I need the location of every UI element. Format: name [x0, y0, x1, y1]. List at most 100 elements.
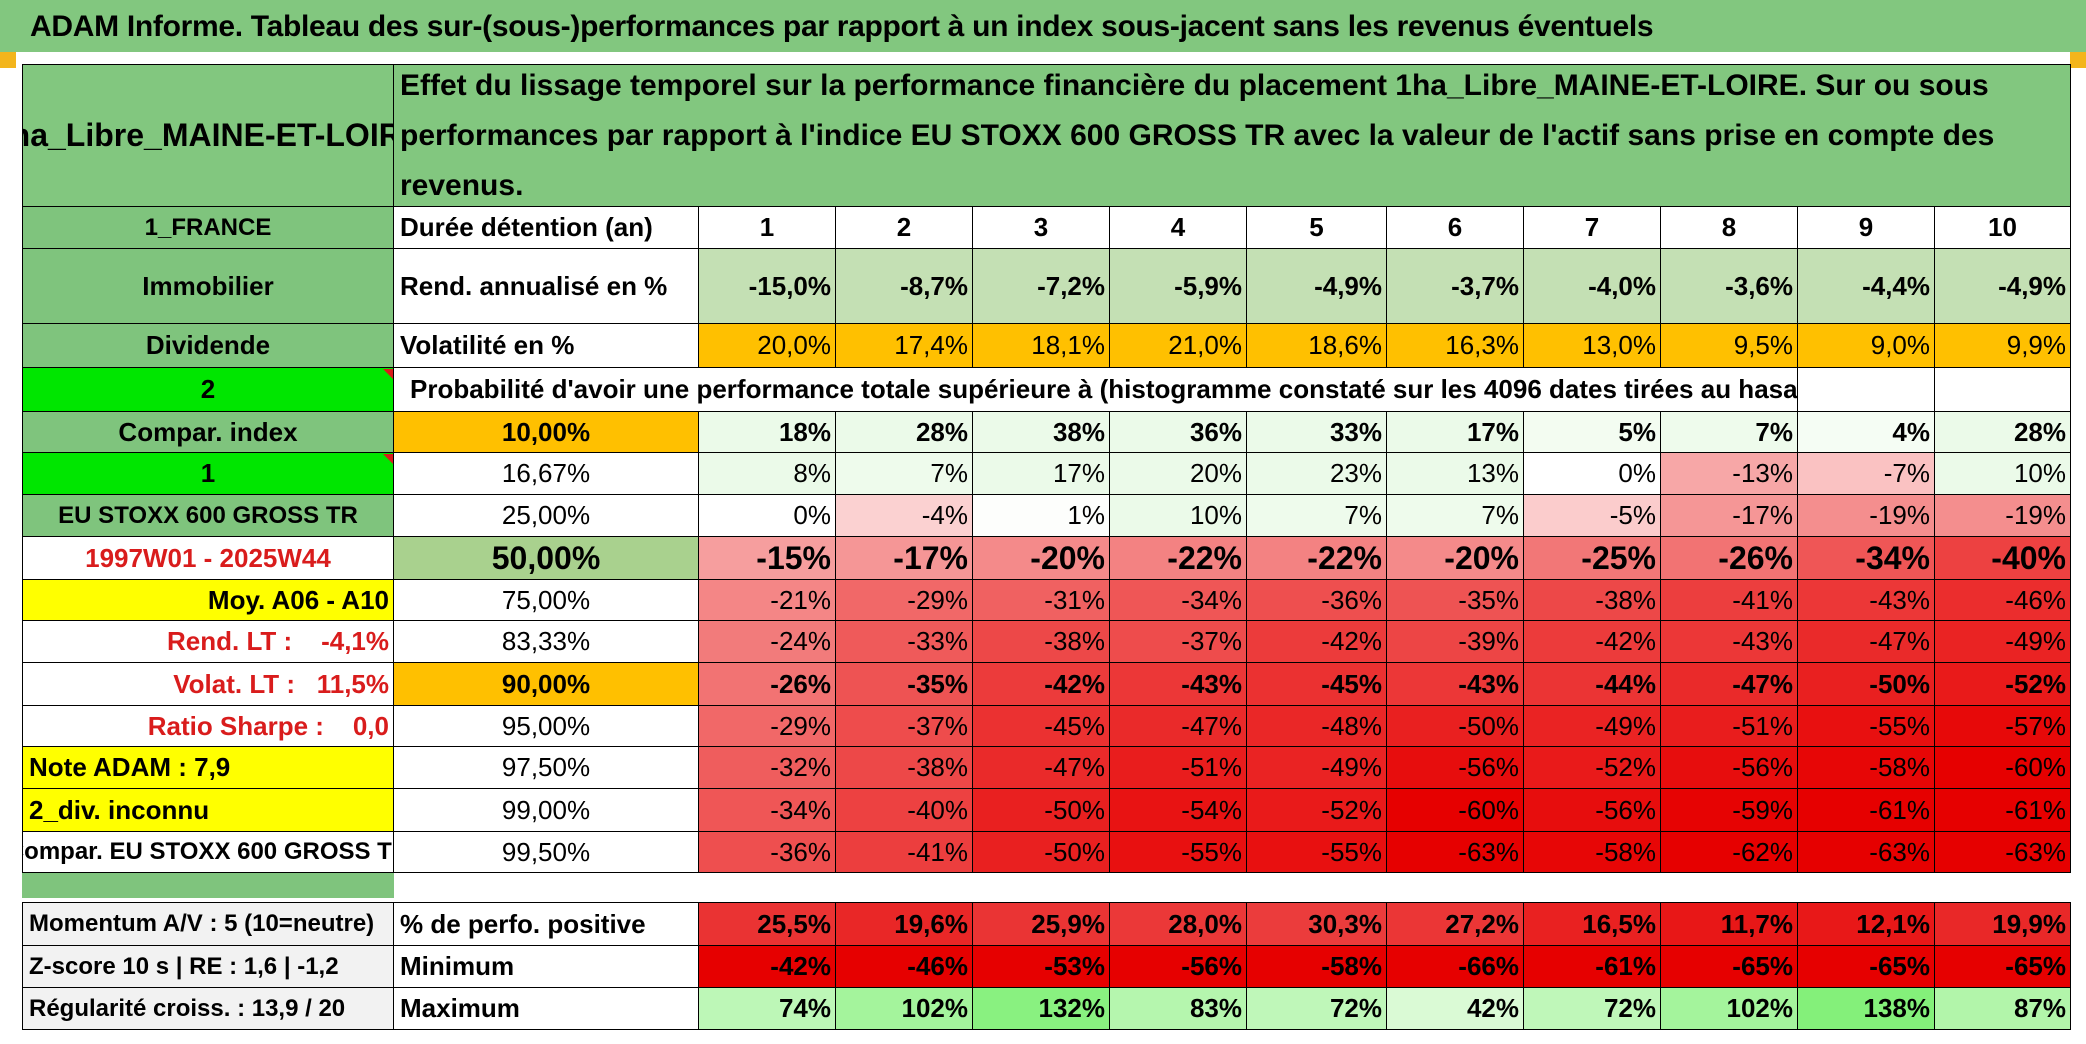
stat-value-max: 102%: [1661, 988, 1798, 1030]
rend-value: -4,0%: [1524, 249, 1661, 324]
probability-value: -33%: [836, 621, 973, 663]
probability-value: -46%: [1935, 580, 2071, 621]
percentile-label: 10,00%: [394, 412, 699, 453]
section-separator: [22, 873, 394, 898]
probability-value: -19%: [1798, 495, 1935, 537]
vol-value: 9,5%: [1661, 324, 1798, 368]
probability-value: -49%: [1524, 706, 1661, 747]
vol-value: 18,6%: [1247, 324, 1387, 368]
probability-value: -36%: [1247, 580, 1387, 621]
probability-value: -19%: [1935, 495, 2071, 537]
probability-value: -34%: [1798, 537, 1935, 580]
probability-value: 4%: [1798, 412, 1935, 453]
label-div: 2_div. inconnu: [22, 789, 394, 832]
probability-value: 28%: [836, 412, 973, 453]
report-title: ADAM Informe. Tableau des sur-(sous-)per…: [30, 10, 1654, 43]
probability-value: -51%: [1661, 706, 1798, 747]
stat-value-max: 87%: [1935, 988, 2071, 1030]
probability-value: -56%: [1661, 747, 1798, 789]
corner-marker-left: [0, 52, 16, 68]
stat-value-max: 132%: [973, 988, 1110, 1030]
corner-marker-right: [2070, 52, 2086, 68]
year-header: 2: [836, 207, 973, 249]
probability-value: -52%: [1524, 747, 1661, 789]
probability-value: -17%: [1661, 495, 1798, 537]
years-label: Durée détention (an): [394, 207, 699, 249]
percentile-label: 25,00%: [394, 495, 699, 537]
probability-value: -61%: [1798, 789, 1935, 832]
probability-value: -50%: [1387, 706, 1524, 747]
label-compar-index: Compar. index: [22, 412, 394, 453]
probability-value: 18%: [699, 412, 836, 453]
label-compar: Compar. EU STOXX 600 GROSS TR: [22, 832, 394, 873]
probability-value: -34%: [699, 789, 836, 832]
stat-value-min: -65%: [1661, 946, 1798, 988]
stat-value-pos: 11,7%: [1661, 902, 1798, 946]
year-header: 1: [699, 207, 836, 249]
year-header: 9: [1798, 207, 1935, 249]
probability-value: -39%: [1387, 621, 1524, 663]
stat-label-pos: % de perfo. positive: [394, 902, 699, 946]
probability-value: 17%: [1387, 412, 1524, 453]
percentile-label: 75,00%: [394, 580, 699, 621]
stat-value-min: -65%: [1798, 946, 1935, 988]
probability-value: -49%: [1935, 621, 2071, 663]
probability-value: -25%: [1524, 537, 1661, 580]
vol-value: 9,9%: [1935, 324, 2071, 368]
label-moy: Moy. A06 - A10: [22, 580, 394, 621]
percentile-label: 95,00%: [394, 706, 699, 747]
rend-value: -8,7%: [836, 249, 973, 324]
label-index-name: EU STOXX 600 GROSS TR: [22, 495, 394, 537]
probability-value: -24%: [699, 621, 836, 663]
stat-value-pos: 19,6%: [836, 902, 973, 946]
rend-value: -4,9%: [1247, 249, 1387, 324]
stat-value-min: -53%: [973, 946, 1110, 988]
probability-value: -31%: [973, 580, 1110, 621]
label-income: Dividende: [22, 324, 394, 368]
probability-value: -4%: [836, 495, 973, 537]
probability-value: -57%: [1935, 706, 2071, 747]
stat-value-max: 102%: [836, 988, 973, 1030]
probability-value: -13%: [1661, 453, 1798, 495]
label-rend-lt: Rend. LT : -4,1%: [22, 621, 394, 663]
probability-value: -52%: [1247, 789, 1387, 832]
probability-value: 7%: [1247, 495, 1387, 537]
probability-value: 7%: [836, 453, 973, 495]
probability-value: -42%: [1247, 621, 1387, 663]
probability-value: -36%: [699, 832, 836, 873]
label-num1: 1: [22, 453, 394, 495]
probability-value: 13%: [1387, 453, 1524, 495]
percentile-label: 16,67%: [394, 453, 699, 495]
stat-value-max: 83%: [1110, 988, 1247, 1030]
stat-value-min: -46%: [836, 946, 973, 988]
probability-value: -63%: [1798, 832, 1935, 873]
probability-value: -29%: [836, 580, 973, 621]
stat-regularite: Régularité croiss. : 13,9 / 20: [22, 988, 394, 1030]
stat-value-pos: 25,9%: [973, 902, 1110, 946]
percentile-label: 97,50%: [394, 747, 699, 789]
probability-value: -21%: [699, 580, 836, 621]
vol-label: Volatilité en %: [394, 324, 699, 368]
probability-value: -47%: [973, 747, 1110, 789]
probability-value: -41%: [836, 832, 973, 873]
probability-value: -54%: [1110, 789, 1247, 832]
probability-value: -60%: [1935, 747, 2071, 789]
probability-value: -50%: [973, 832, 1110, 873]
probability-value: -7%: [1798, 453, 1935, 495]
probability-value: -38%: [1524, 580, 1661, 621]
rend-value: -4,9%: [1935, 249, 2071, 324]
stat-value-min: -66%: [1387, 946, 1524, 988]
probability-value: -32%: [699, 747, 836, 789]
rend-value: -3,7%: [1387, 249, 1524, 324]
label-country: 1_FRANCE: [22, 207, 394, 249]
probability-value: -55%: [1110, 832, 1247, 873]
probability-value: -22%: [1247, 537, 1387, 580]
label-note: Note ADAM : 7,9: [22, 747, 394, 789]
probability-value: -63%: [1935, 832, 2071, 873]
comment-marker: [383, 454, 393, 464]
probability-value: 33%: [1247, 412, 1387, 453]
vol-value: 21,0%: [1110, 324, 1247, 368]
probability-value: -60%: [1387, 789, 1524, 832]
probability-value: 10%: [1110, 495, 1247, 537]
probability-value: 10%: [1935, 453, 2071, 495]
